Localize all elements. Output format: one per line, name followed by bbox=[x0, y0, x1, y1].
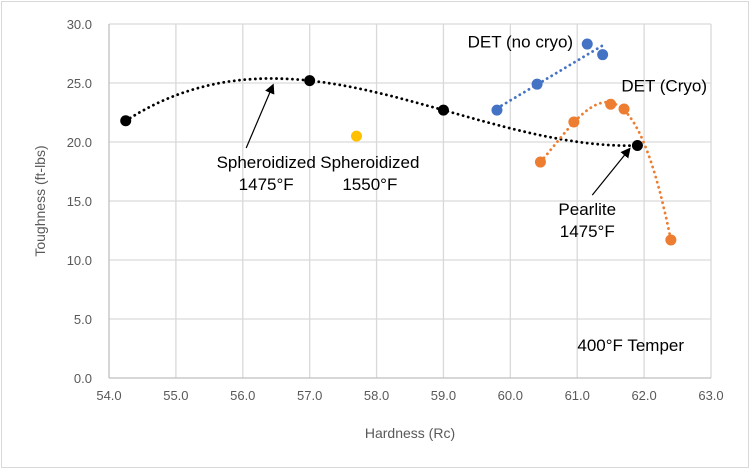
axes: 54.0 55.0 56.0 57.0 58.0 59.0 60.0 61.0 62.0 63.0… bbox=[67, 17, 724, 403]
annotation-line: 1475°F bbox=[239, 175, 294, 194]
y-tick-label: 20.0 bbox=[67, 135, 92, 150]
x-tick-label: 55.0 bbox=[163, 388, 188, 403]
x-tick-label: 62.0 bbox=[631, 388, 656, 403]
point-det-no-cryo bbox=[581, 38, 593, 50]
y-tick-label: 30.0 bbox=[67, 17, 92, 32]
y-tick-label: 10.0 bbox=[67, 253, 92, 268]
x-tick-label: 57.0 bbox=[297, 388, 322, 403]
point-det-cryo bbox=[665, 234, 677, 246]
annotation-arrow bbox=[245, 83, 275, 149]
annotation-line: Pearlite bbox=[558, 200, 616, 219]
annotation-line: 1550°F bbox=[342, 175, 397, 194]
annotation-line: DET (Cryo) bbox=[621, 76, 707, 95]
point-spheroidized-1550-f bbox=[350, 130, 362, 142]
y-axis-title: Toughness (ft-lbs) bbox=[32, 145, 48, 256]
y-tick-label: 15.0 bbox=[67, 194, 92, 209]
point-det-cryo bbox=[568, 116, 580, 128]
x-tick-label: 59.0 bbox=[431, 388, 456, 403]
annotation-det-cryo: DET (Cryo) bbox=[621, 76, 707, 95]
x-tick-label: 54.0 bbox=[96, 388, 121, 403]
annotation-line: DET (no cryo) bbox=[468, 33, 574, 52]
x-tick-label: 61.0 bbox=[565, 388, 590, 403]
data-points bbox=[120, 38, 677, 246]
annotation-spheroidized-1475: Spheroidized 1475°F bbox=[217, 153, 316, 194]
point-spheroidized-1475-f-pearlite bbox=[304, 75, 316, 87]
point-spheroidized-1475-f-pearlite bbox=[437, 104, 449, 116]
gridlines bbox=[109, 23, 712, 378]
point-det-cryo bbox=[534, 156, 546, 168]
annotation-pearlite-1475: Pearlite 1475°F bbox=[558, 200, 616, 241]
annotations: Spheroidized 1475°F Spheroidized 1550°F DET … bbox=[217, 33, 707, 355]
point-det-cryo bbox=[618, 103, 630, 115]
annotation-temper-note: 400°F Temper bbox=[577, 336, 684, 355]
annotation-det-no-cryo: DET (no cryo) bbox=[468, 33, 574, 52]
annotation-line: Spheroidized bbox=[217, 153, 316, 172]
x-axis-title: Hardness (Rc) bbox=[365, 425, 455, 441]
y-tick-label: 25.0 bbox=[67, 76, 92, 91]
y-tick-label: 5.0 bbox=[74, 312, 92, 327]
point-det-no-cryo bbox=[491, 104, 503, 116]
x-tick-label: 63.0 bbox=[698, 388, 723, 403]
x-tick-label: 56.0 bbox=[230, 388, 255, 403]
annotation-arrow bbox=[591, 147, 631, 196]
annotation-spheroidized-1550: Spheroidized 1550°F bbox=[320, 153, 419, 194]
point-det-no-cryo bbox=[531, 78, 543, 90]
x-tick-label: 58.0 bbox=[364, 388, 389, 403]
point-det-cryo bbox=[605, 98, 617, 110]
trendline-det-no-cryo bbox=[495, 44, 604, 110]
point-spheroidized-1475-f-pearlite bbox=[120, 115, 132, 127]
annotation-line: Spheroidized bbox=[320, 153, 419, 172]
trendline-det-cryo bbox=[539, 100, 673, 242]
x-tick-label: 60.0 bbox=[498, 388, 523, 403]
point-det-no-cryo bbox=[597, 49, 609, 61]
trendline-spheroidized-1475-f-pearlite bbox=[124, 77, 639, 147]
annotation-line: 1475°F bbox=[560, 222, 615, 241]
y-tick-label: 0.0 bbox=[74, 371, 92, 386]
point-spheroidized-1475-f-pearlite bbox=[631, 140, 643, 152]
annotation-line: 400°F Temper bbox=[577, 336, 684, 355]
